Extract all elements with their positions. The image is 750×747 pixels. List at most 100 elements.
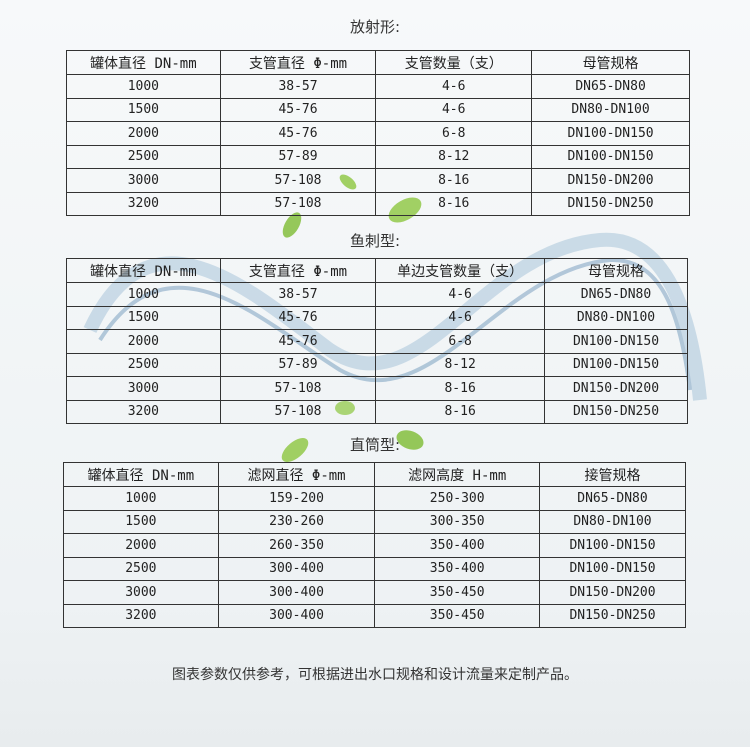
table-cell: 1500 [66, 97, 221, 122]
table-cell: 3200 [66, 399, 221, 424]
table-row: 3200 300-400 350-450 DN150-DN250 [63, 603, 686, 628]
table-cell: 8-12 [375, 352, 545, 377]
straight-spec-table: 罐体直径 DN-mm 滤网直径 Φ-mm 滤网高度 H-mm 接管规格 1000 159-… [63, 462, 686, 628]
table-cell: 6-8 [375, 329, 545, 354]
table-cell: 260-350 [217, 533, 376, 558]
footer-note: 图表参数仅供参考，可根据进出水口规格和设计流量来定制产品。 [172, 667, 578, 683]
table-row: 1000 38-57 4-6 DN65-DN80 [66, 74, 690, 99]
table-cell: DN150-DN250 [531, 191, 690, 216]
table-row: 1500 230-260 300-350 DN80-DN100 [63, 509, 686, 534]
column-header: 支管数量（支） [375, 50, 533, 75]
table-cell: 2500 [63, 556, 219, 581]
column-header: 接管规格 [539, 462, 686, 487]
table-cell: DN100-DN150 [539, 533, 686, 558]
table-row: 2000 45-76 6-8 DN100-DN150 [66, 121, 690, 146]
table-cell: 1000 [63, 486, 219, 511]
table-cell: 3000 [66, 376, 221, 401]
table-cell: 1500 [66, 305, 221, 330]
table-cell: 4-6 [375, 97, 533, 122]
table-cell: DN80-DN100 [543, 305, 689, 330]
table-cell: 2500 [66, 144, 221, 169]
table-row: 2500 57-89 8-12 DN100-DN150 [66, 352, 689, 377]
table-cell: 38-57 [219, 74, 377, 99]
table-row: 2000 45-76 6-8 DN100-DN150 [66, 329, 689, 354]
table-cell: DN150-DN200 [531, 168, 690, 193]
section-title-fishbone: 鱼刺型: [349, 232, 401, 250]
table-cell: 3000 [63, 580, 219, 605]
section-title-radial: 放射形: [349, 18, 401, 36]
table-cell: 57-108 [219, 191, 377, 216]
column-header: 罐体直径 DN-mm [66, 258, 221, 283]
table-cell: 300-400 [217, 556, 376, 581]
table-cell: 8-16 [375, 191, 533, 216]
table-cell: DN150-DN200 [543, 376, 689, 401]
table-cell: 57-108 [219, 376, 377, 401]
table-cell: 38-57 [219, 282, 377, 307]
table-row: 2500 300-400 350-400 DN100-DN150 [63, 556, 686, 581]
table-cell: 350-450 [374, 603, 540, 628]
table-cell: 1500 [63, 509, 219, 534]
table-cell: DN150-DN200 [539, 580, 686, 605]
column-header: 罐体直径 DN-mm [66, 50, 221, 75]
table-cell: 250-300 [374, 486, 540, 511]
table-cell: 57-89 [219, 144, 377, 169]
table-row: 3000 57-108 8-16 DN150-DN200 [66, 376, 689, 401]
table-cell: 350-400 [374, 556, 540, 581]
table-cell: DN80-DN100 [539, 509, 686, 534]
table-cell: 8-12 [375, 144, 533, 169]
table-cell: DN80-DN100 [531, 97, 690, 122]
table-cell: 4-6 [375, 282, 545, 307]
table-cell: 45-76 [219, 329, 377, 354]
column-header: 母管规格 [531, 50, 690, 75]
table-header-row: 罐体直径 DN-mm 支管直径 Φ-mm 单边支管数量（支） 母管规格 [66, 258, 689, 283]
table-row: 3200 57-108 8-16 DN150-DN250 [66, 399, 689, 424]
table-cell: 3200 [63, 603, 219, 628]
fishbone-spec-table: 罐体直径 DN-mm 支管直径 Φ-mm 单边支管数量（支） 母管规格 1000 38-5… [66, 258, 689, 424]
table-cell: 230-260 [217, 509, 376, 534]
table-cell: DN150-DN250 [543, 399, 689, 424]
table-cell: 2000 [66, 121, 221, 146]
section-title-straight: 直筒型: [349, 436, 401, 454]
table-cell: 300-400 [217, 603, 376, 628]
table-cell: 3200 [66, 191, 221, 216]
table-cell: 45-76 [219, 97, 377, 122]
table-cell: DN100-DN150 [539, 556, 686, 581]
table-cell: DN150-DN250 [539, 603, 686, 628]
table-cell: 300-350 [374, 509, 540, 534]
table-cell: 159-200 [217, 486, 376, 511]
table-cell: 57-108 [219, 399, 377, 424]
table-cell: DN100-DN150 [531, 144, 690, 169]
table-row: 1500 45-76 4-6 DN80-DN100 [66, 97, 690, 122]
column-header: 滤网高度 H-mm [374, 462, 540, 487]
table-cell: 2000 [66, 329, 221, 354]
table-row: 2000 260-350 350-400 DN100-DN150 [63, 533, 686, 558]
table-cell: 57-89 [219, 352, 377, 377]
table-header-row: 罐体直径 DN-mm 滤网直径 Φ-mm 滤网高度 H-mm 接管规格 [63, 462, 686, 487]
table-row: 3000 300-400 350-450 DN150-DN200 [63, 580, 686, 605]
table-cell: DN65-DN80 [539, 486, 686, 511]
table-cell: DN100-DN150 [531, 121, 690, 146]
table-cell: 1000 [66, 282, 221, 307]
table-cell: 6-8 [375, 121, 533, 146]
table-cell: DN100-DN150 [543, 352, 689, 377]
table-cell: DN100-DN150 [543, 329, 689, 354]
column-header: 单边支管数量（支） [375, 258, 545, 283]
table-cell: 2000 [63, 533, 219, 558]
table-cell: DN65-DN80 [531, 74, 690, 99]
table-row: 1500 45-76 4-6 DN80-DN100 [66, 305, 689, 330]
table-cell: 3000 [66, 168, 221, 193]
table-cell: 8-16 [375, 399, 545, 424]
table-row: 1000 38-57 4-6 DN65-DN80 [66, 282, 689, 307]
table-row: 3000 57-108 8-16 DN150-DN200 [66, 168, 690, 193]
table-cell: 8-16 [375, 168, 533, 193]
table-row: 3200 57-108 8-16 DN150-DN250 [66, 191, 690, 216]
table-cell: 350-400 [374, 533, 540, 558]
table-cell: 57-108 [219, 168, 377, 193]
table-header-row: 罐体直径 DN-mm 支管直径 Φ-mm 支管数量（支） 母管规格 [66, 50, 690, 75]
column-header: 支管直径 Φ-mm [219, 50, 377, 75]
column-header: 支管直径 Φ-mm [219, 258, 377, 283]
table-cell: DN65-DN80 [543, 282, 689, 307]
table-cell: 45-76 [219, 121, 377, 146]
table-cell: 45-76 [219, 305, 377, 330]
table-cell: 8-16 [375, 376, 545, 401]
